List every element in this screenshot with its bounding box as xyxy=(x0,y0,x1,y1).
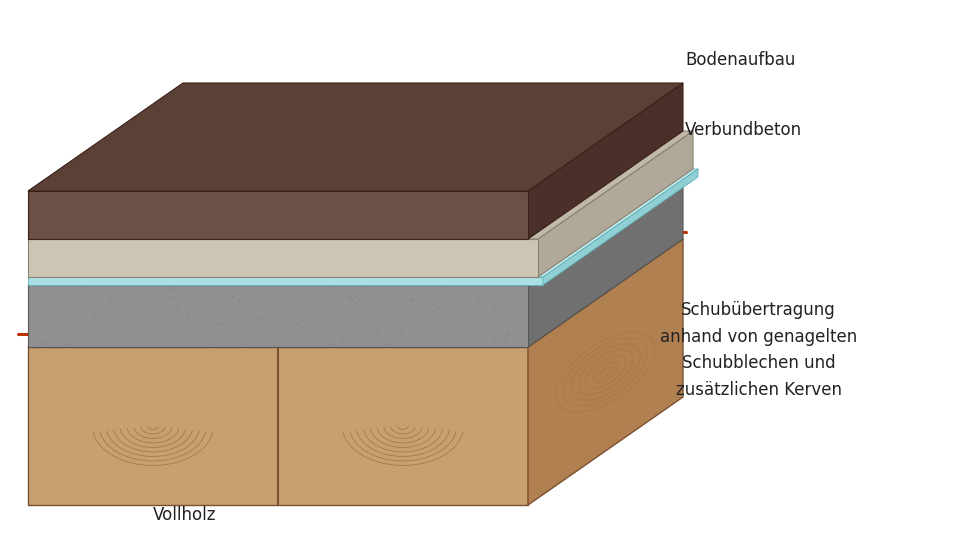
Polygon shape xyxy=(528,239,683,505)
Polygon shape xyxy=(184,324,230,333)
Polygon shape xyxy=(253,276,298,285)
Polygon shape xyxy=(457,237,489,251)
Polygon shape xyxy=(319,324,364,333)
Polygon shape xyxy=(371,297,403,311)
Polygon shape xyxy=(354,309,387,323)
Polygon shape xyxy=(336,312,382,321)
Polygon shape xyxy=(28,239,683,347)
Polygon shape xyxy=(440,240,485,249)
Polygon shape xyxy=(184,238,372,346)
Polygon shape xyxy=(253,285,286,299)
Polygon shape xyxy=(389,285,421,299)
Polygon shape xyxy=(235,297,268,311)
Polygon shape xyxy=(543,169,698,285)
Polygon shape xyxy=(389,276,433,285)
Polygon shape xyxy=(371,288,417,297)
Polygon shape xyxy=(270,273,303,287)
Polygon shape xyxy=(422,261,455,275)
Polygon shape xyxy=(305,240,350,249)
Polygon shape xyxy=(528,177,683,347)
Polygon shape xyxy=(336,321,369,335)
Polygon shape xyxy=(219,300,265,309)
Polygon shape xyxy=(354,300,399,309)
Polygon shape xyxy=(28,191,528,239)
Polygon shape xyxy=(319,238,507,346)
Polygon shape xyxy=(184,333,217,347)
Polygon shape xyxy=(28,177,683,285)
Polygon shape xyxy=(405,264,451,273)
Polygon shape xyxy=(28,347,528,505)
Polygon shape xyxy=(288,252,333,261)
Polygon shape xyxy=(270,264,316,273)
Text: Verbundbeton: Verbundbeton xyxy=(685,121,802,139)
Polygon shape xyxy=(202,321,234,335)
Polygon shape xyxy=(528,83,683,239)
Polygon shape xyxy=(28,285,528,347)
Polygon shape xyxy=(319,333,352,347)
Polygon shape xyxy=(202,312,247,321)
Polygon shape xyxy=(422,252,468,261)
Text: Bodenaufbau: Bodenaufbau xyxy=(685,51,796,69)
Polygon shape xyxy=(288,261,320,275)
Polygon shape xyxy=(440,249,472,263)
Polygon shape xyxy=(405,273,438,287)
Polygon shape xyxy=(235,288,281,297)
Text: Schubübertragung
anhand von genagelten
Schubblechen und
zusätzlichen Kerven: Schubübertragung anhand von genagelten S… xyxy=(660,301,858,399)
Polygon shape xyxy=(28,131,693,239)
Polygon shape xyxy=(322,228,367,237)
Text: Vollholz: Vollholz xyxy=(153,506,217,524)
Polygon shape xyxy=(219,309,251,323)
Polygon shape xyxy=(28,83,683,191)
Polygon shape xyxy=(538,131,693,277)
Polygon shape xyxy=(457,228,503,237)
Polygon shape xyxy=(305,249,337,263)
Polygon shape xyxy=(322,237,355,251)
Polygon shape xyxy=(28,239,538,277)
Polygon shape xyxy=(28,277,543,285)
Polygon shape xyxy=(28,169,698,277)
